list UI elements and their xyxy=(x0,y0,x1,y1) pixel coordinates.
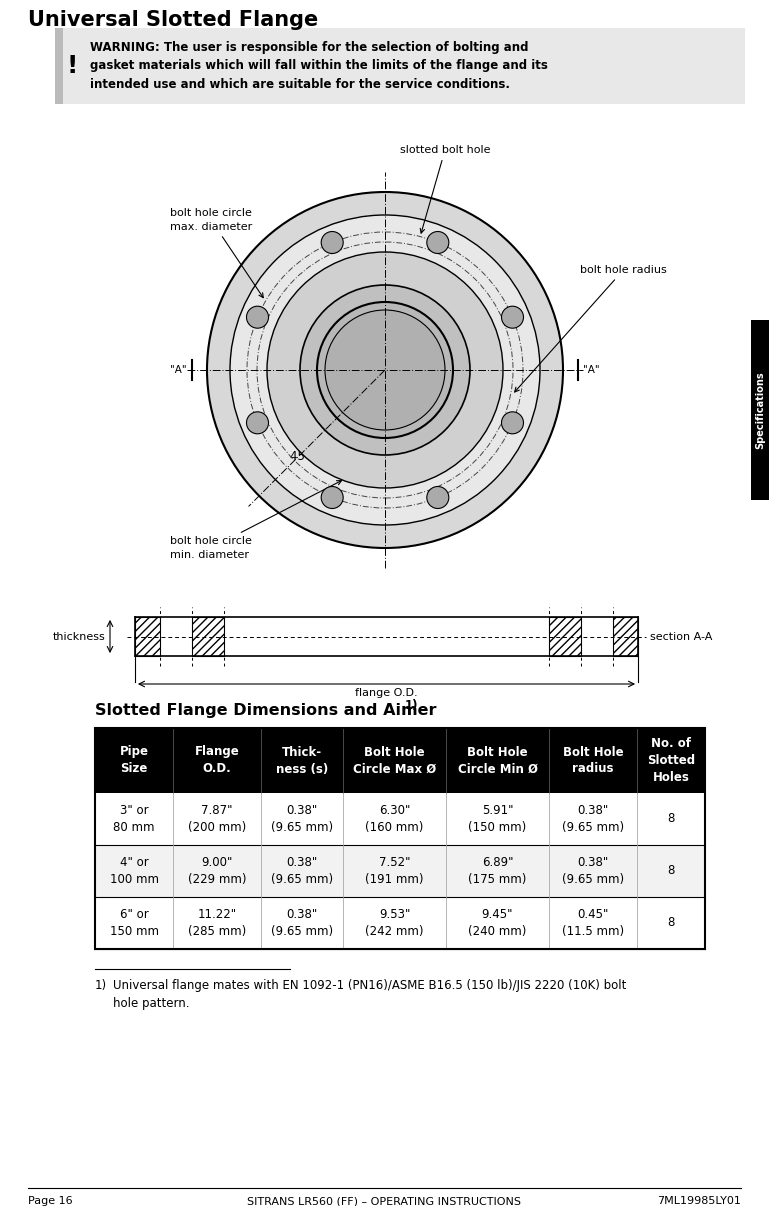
Text: Thick-
ness (s): Thick- ness (s) xyxy=(276,745,328,775)
Text: Page 16: Page 16 xyxy=(28,1196,72,1206)
Text: 7.52"
(191 mm): 7.52" (191 mm) xyxy=(365,856,424,886)
Text: 1): 1) xyxy=(95,979,107,993)
Text: bolt hole circle
max. diameter: bolt hole circle max. diameter xyxy=(170,209,263,298)
Circle shape xyxy=(427,486,449,509)
Bar xyxy=(95,897,705,949)
Text: Slotted Flange Dimensions and Aimer: Slotted Flange Dimensions and Aimer xyxy=(95,703,437,718)
Text: 0.38"
(9.65 mm): 0.38" (9.65 mm) xyxy=(562,804,624,835)
Text: bolt hole circle
min. diameter: bolt hole circle min. diameter xyxy=(170,481,341,560)
Text: 0.38"
(9.65 mm): 0.38" (9.65 mm) xyxy=(271,856,333,886)
Text: 0.38"
(9.65 mm): 0.38" (9.65 mm) xyxy=(562,856,624,886)
Text: 8: 8 xyxy=(667,813,674,825)
Circle shape xyxy=(427,232,449,253)
Text: 6" or
150 mm: 6" or 150 mm xyxy=(109,908,158,938)
Text: 8: 8 xyxy=(667,917,674,930)
Circle shape xyxy=(321,232,343,253)
Bar xyxy=(55,28,63,104)
Text: 45 °: 45 ° xyxy=(290,450,315,463)
Circle shape xyxy=(267,252,503,488)
Bar xyxy=(613,617,638,656)
Text: 7ML19985LY01: 7ML19985LY01 xyxy=(657,1196,741,1206)
Text: Bolt Hole
Circle Min Ø: Bolt Hole Circle Min Ø xyxy=(458,745,538,775)
Text: 11.22"
(285 mm): 11.22" (285 mm) xyxy=(188,908,246,938)
Text: Universal flange mates with EN 1092-1 (PN16)/ASME B16.5 (150 lb)/JIS 2220 (10K) : Universal flange mates with EN 1092-1 (P… xyxy=(113,979,627,1009)
Text: 5.91"
(150 mm): 5.91" (150 mm) xyxy=(468,804,527,835)
Text: 3" or
80 mm: 3" or 80 mm xyxy=(113,804,155,835)
Text: 6.30"
(160 mm): 6.30" (160 mm) xyxy=(365,804,424,835)
Text: slotted bolt hole: slotted bolt hole xyxy=(400,145,491,233)
Text: 0.45"
(11.5 mm): 0.45" (11.5 mm) xyxy=(562,908,624,938)
Text: 9.00"
(229 mm): 9.00" (229 mm) xyxy=(188,856,246,886)
Text: 0.38"
(9.65 mm): 0.38" (9.65 mm) xyxy=(271,908,333,938)
Text: Bolt Hole
Circle Max Ø: Bolt Hole Circle Max Ø xyxy=(353,745,436,775)
Bar xyxy=(55,28,745,104)
Text: Specifications: Specifications xyxy=(755,371,765,449)
Bar xyxy=(135,617,160,656)
Circle shape xyxy=(501,306,524,328)
Text: 1): 1) xyxy=(405,699,418,712)
Bar xyxy=(751,320,769,500)
Circle shape xyxy=(501,411,524,434)
Text: Universal Slotted Flange: Universal Slotted Flange xyxy=(28,10,318,30)
Text: No. of
Slotted
Holes: No. of Slotted Holes xyxy=(647,737,695,784)
Text: Bolt Hole
radius: Bolt Hole radius xyxy=(563,745,624,775)
Text: Flange
O.D.: Flange O.D. xyxy=(195,745,239,775)
Circle shape xyxy=(247,411,268,434)
Bar xyxy=(192,617,224,656)
Circle shape xyxy=(247,306,268,328)
Bar xyxy=(95,728,705,794)
Text: flange O.D.: flange O.D. xyxy=(355,687,418,698)
Circle shape xyxy=(207,192,563,548)
Circle shape xyxy=(230,215,540,525)
Text: !: ! xyxy=(66,54,78,78)
Text: WARNING: The user is responsible for the selection of bolting and
gasket materia: WARNING: The user is responsible for the… xyxy=(90,41,548,90)
Circle shape xyxy=(317,302,453,438)
Text: 6.89"
(175 mm): 6.89" (175 mm) xyxy=(468,856,527,886)
Text: 0.38"
(9.65 mm): 0.38" (9.65 mm) xyxy=(271,804,333,835)
Text: 9.45"
(240 mm): 9.45" (240 mm) xyxy=(468,908,527,938)
Text: "A": "A" xyxy=(583,365,600,375)
Text: bolt hole radius: bolt hole radius xyxy=(514,265,667,392)
Bar xyxy=(549,617,581,656)
Text: section A-A: section A-A xyxy=(650,632,712,642)
Text: "A": "A" xyxy=(171,365,187,375)
Text: 9.53"
(242 mm): 9.53" (242 mm) xyxy=(365,908,424,938)
Bar xyxy=(135,617,638,656)
Text: 7.87"
(200 mm): 7.87" (200 mm) xyxy=(188,804,246,835)
Circle shape xyxy=(300,285,470,455)
Bar xyxy=(95,794,705,845)
Circle shape xyxy=(325,310,445,431)
Bar xyxy=(95,728,705,949)
Bar xyxy=(95,845,705,897)
Text: thickness: thickness xyxy=(52,632,105,642)
Text: 8: 8 xyxy=(667,865,674,878)
Text: 4" or
100 mm: 4" or 100 mm xyxy=(109,856,158,886)
Text: SITRANS LR560 (FF) – OPERATING INSTRUCTIONS: SITRANS LR560 (FF) – OPERATING INSTRUCTI… xyxy=(247,1196,521,1206)
Circle shape xyxy=(321,486,343,509)
Text: Pipe
Size: Pipe Size xyxy=(119,745,148,775)
